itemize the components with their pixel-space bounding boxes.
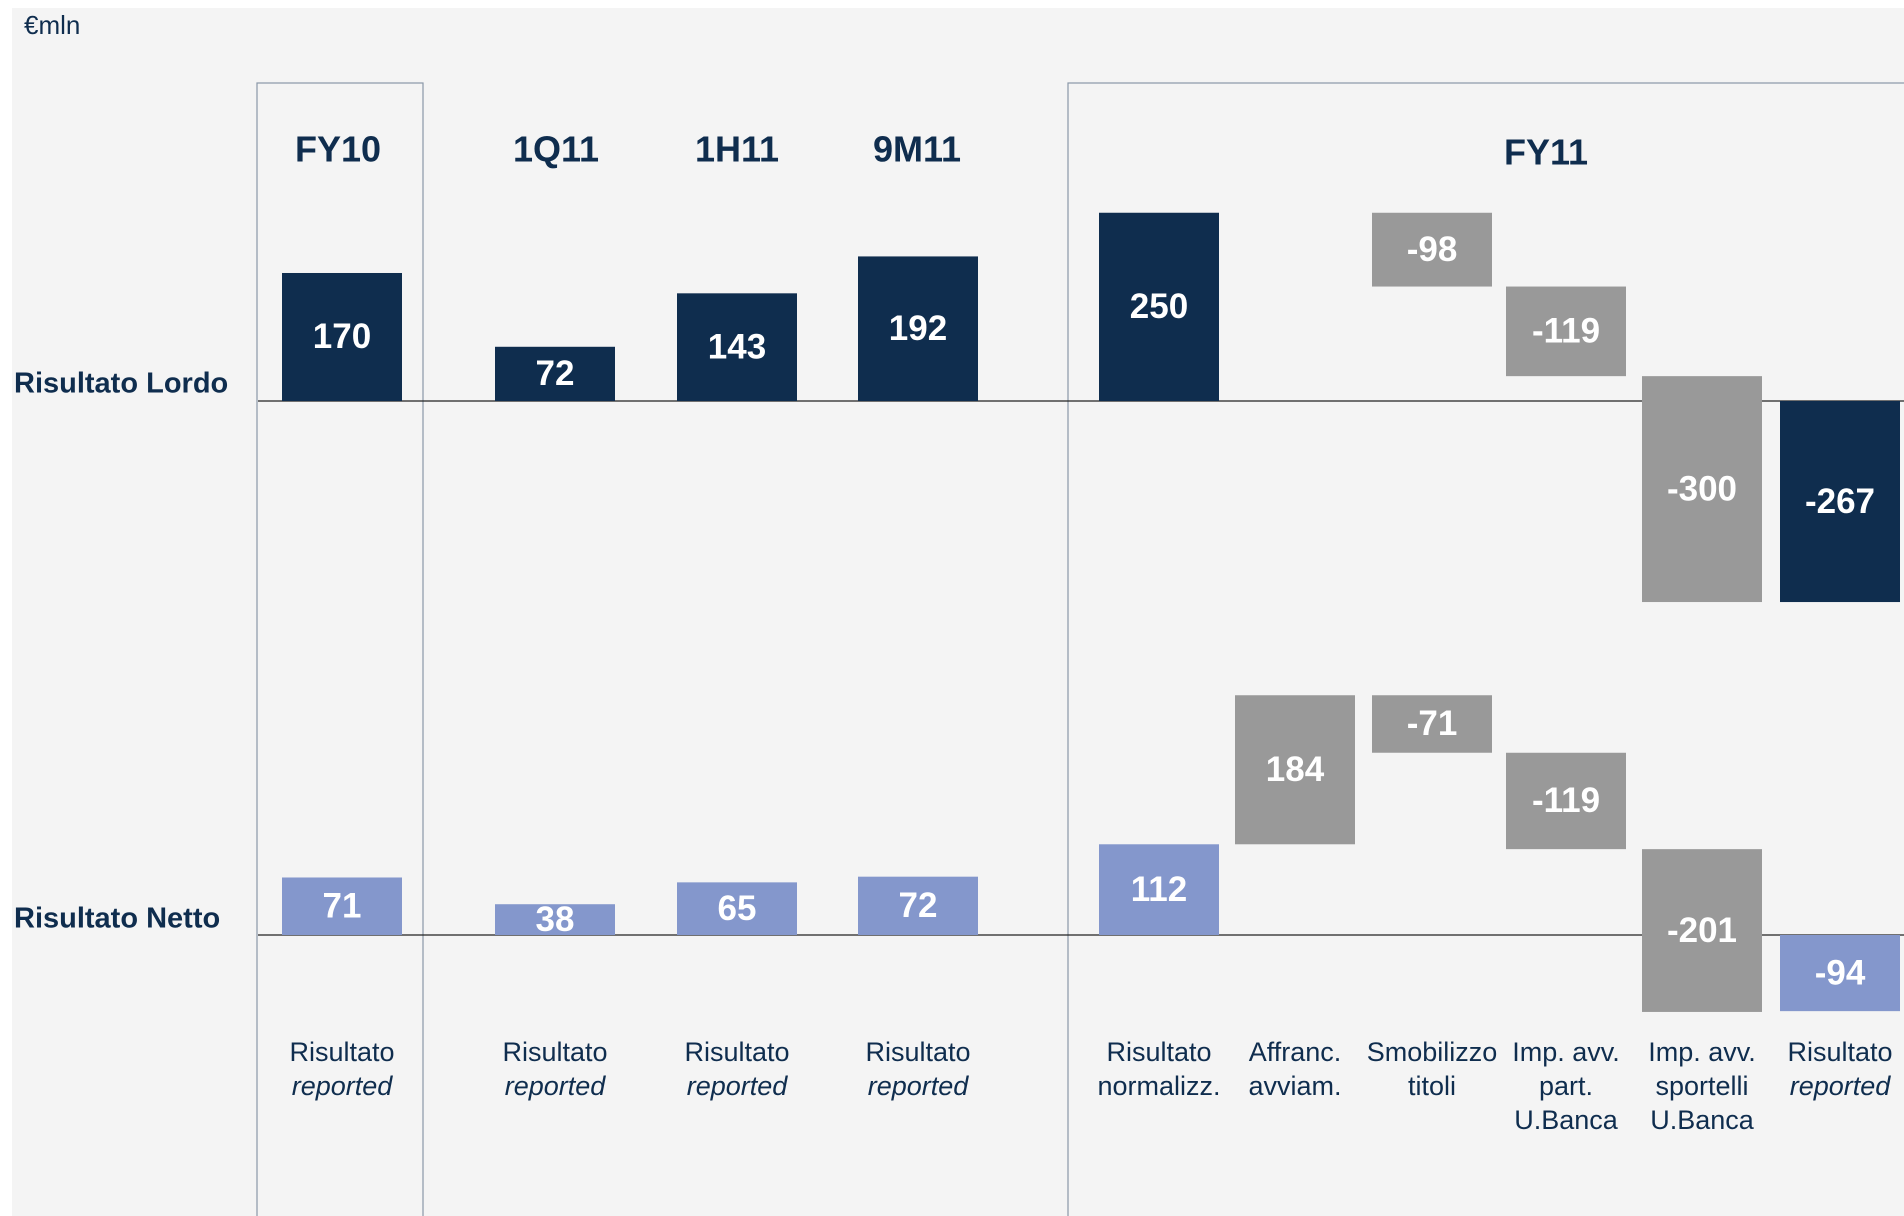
category-label: reported (687, 1071, 789, 1101)
value-label: -201 (1667, 911, 1737, 950)
value-label: 184 (1266, 750, 1325, 789)
value-label: -119 (1532, 312, 1600, 351)
value-label: 65 (718, 889, 757, 928)
value-label: -98 (1407, 230, 1458, 269)
bar (495, 904, 615, 935)
bar (1780, 401, 1900, 603)
bar (282, 877, 402, 935)
value-label: 72 (899, 886, 938, 925)
bar (1506, 752, 1626, 850)
bar (1235, 695, 1355, 845)
group-box (256, 82, 424, 1216)
group-header: 1Q11 (513, 129, 599, 170)
category-label: sportelli (1655, 1071, 1748, 1101)
bar (1642, 376, 1762, 603)
bar (858, 876, 978, 935)
bar (677, 882, 797, 935)
value-label: 170 (313, 317, 371, 356)
value-label: -267 (1805, 482, 1875, 521)
bar (1506, 286, 1626, 377)
bar (1099, 844, 1219, 935)
group-header: 1H11 (695, 129, 779, 170)
category-label: Affranc. (1249, 1037, 1342, 1067)
value-label: 192 (889, 309, 947, 348)
group-header: 9M11 (873, 129, 961, 170)
series-label: Risultato Netto (14, 903, 220, 935)
value-label: -71 (1407, 704, 1458, 743)
category-label: Risultato (865, 1037, 970, 1067)
category-label: Risultato (1787, 1037, 1892, 1067)
category-label: reported (292, 1071, 394, 1101)
bar (1642, 849, 1762, 1012)
background (12, 8, 1904, 1216)
value-label: 71 (323, 886, 362, 925)
category-label: U.Banca (1650, 1105, 1755, 1135)
value-label: -94 (1815, 953, 1866, 992)
bar (1780, 935, 1900, 1012)
value-label: -300 (1667, 469, 1737, 508)
category-label: Risultato (1106, 1037, 1211, 1067)
category-label: Imp. avv. (1512, 1037, 1620, 1067)
category-label: reported (505, 1071, 607, 1101)
category-label: Imp. avv. (1648, 1037, 1756, 1067)
category-label: Risultato (502, 1037, 607, 1067)
category-label: normalizz. (1097, 1071, 1220, 1101)
bar (1372, 695, 1492, 753)
category-label: reported (1790, 1071, 1892, 1101)
value-label: 143 (708, 327, 766, 366)
value-label: 112 (1131, 870, 1187, 909)
value-label: 72 (536, 354, 575, 393)
category-label: Risultato (289, 1037, 394, 1067)
value-label: 250 (1130, 287, 1188, 326)
bar (677, 293, 797, 401)
bar (282, 272, 402, 401)
category-label: U.Banca (1514, 1105, 1619, 1135)
bar (858, 256, 978, 401)
bar (495, 346, 615, 401)
bar (1372, 212, 1492, 287)
category-label: Risultato (684, 1037, 789, 1067)
category-label: titoli (1408, 1071, 1456, 1101)
category-label: Smobilizzo (1367, 1037, 1498, 1067)
category-label: reported (868, 1071, 970, 1101)
category-label: part. (1539, 1071, 1593, 1101)
unit-label: €mln (24, 10, 80, 40)
value-label: 38 (536, 900, 575, 939)
category-label: avviam. (1248, 1071, 1341, 1101)
group-header: FY11 (1504, 132, 1588, 173)
value-label: -119 (1532, 781, 1600, 820)
series-label: Risultato Lordo (14, 368, 228, 400)
group-box (1067, 82, 1904, 1216)
group-header: FY10 (295, 129, 381, 170)
bar (1099, 212, 1219, 401)
